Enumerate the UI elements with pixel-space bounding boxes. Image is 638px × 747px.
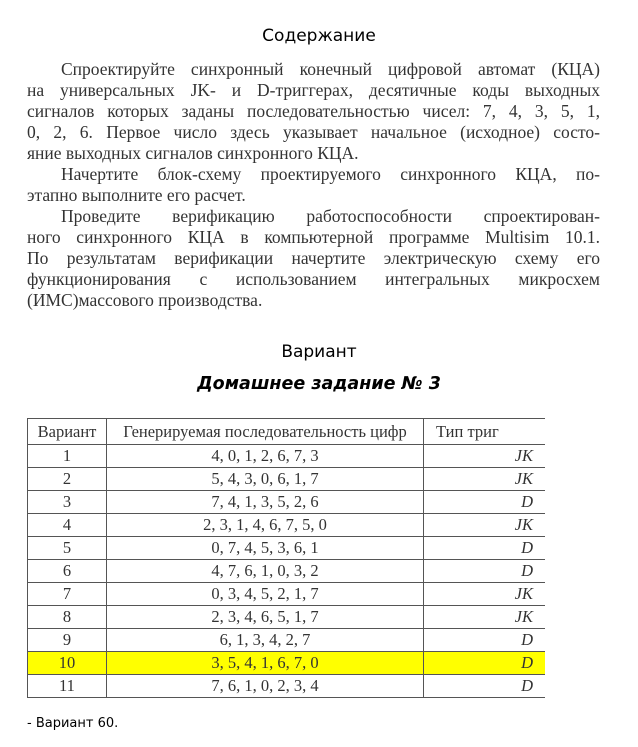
variant-cell: 5 (27, 536, 107, 560)
variant-cell: 9 (27, 628, 107, 652)
text-line: Проведите верификацию работоспособности … (61, 206, 600, 226)
sequence-cell: 5, 4, 3, 0, 6, 1, 7 (106, 467, 424, 491)
text-line: функционирования с использованием интегр… (27, 269, 600, 289)
homework-heading: Домашнее задание № 3 (197, 374, 441, 394)
trigger-type-cell: D (423, 651, 545, 675)
sequence-cell: 3, 5, 4, 1, 6, 7, 0 (106, 651, 424, 675)
trigger-type-cell: JK (423, 582, 545, 606)
sequence-cell: 0, 7, 4, 5, 3, 6, 1 (106, 536, 424, 560)
text-line: сигналов которых заданы последовательнос… (27, 101, 600, 121)
sequence-cell: 2, 3, 1, 4, 6, 7, 5, 0 (106, 513, 424, 537)
sequence-cell: 7, 6, 1, 0, 2, 3, 4 (106, 674, 424, 698)
sequence-cell: 0, 3, 4, 5, 2, 1, 7 (106, 582, 424, 606)
sequence-cell: 2, 3, 4, 6, 5, 1, 7 (106, 605, 424, 629)
text-line: Начертите блок-схему проектируемого синх… (61, 164, 600, 184)
column-header: Тип триг (423, 418, 545, 445)
trigger-type-cell: D (423, 536, 545, 560)
trigger-type-cell: D (423, 559, 545, 583)
sequence-cell: 7, 4, 1, 3, 5, 2, 6 (106, 490, 424, 514)
variant-cell: 4 (27, 513, 107, 537)
sequence-cell: 6, 1, 3, 4, 2, 7 (106, 628, 424, 652)
variant-cell: 7 (27, 582, 107, 606)
text-line: этапно выполните его расчет. (27, 185, 246, 205)
sequence-cell: 4, 7, 6, 1, 0, 3, 2 (106, 559, 424, 583)
variant-cell: 3 (27, 490, 107, 514)
text-line: 0, 2, 6. Первое число здесь указывает на… (27, 122, 600, 142)
variant-cell: 10 (27, 651, 107, 675)
text-line: Спроектируйте синхронный конечный цифров… (61, 59, 600, 79)
table-header: Вариант Генерируемая последовательность … (27, 418, 545, 445)
text-line: (ИМС)массового производства. (27, 290, 263, 310)
trigger-type-cell: JK (423, 605, 545, 629)
text-line: на универсальных JK- и D-триггерах, деся… (27, 80, 600, 100)
text-line: яние выходных сигналов синхронного КЦА. (27, 143, 359, 163)
task-description: Спроектируйте синхронный конечный цифров… (27, 59, 600, 311)
table-row: 8 2, 3, 4, 6, 5, 1, 7 JK (27, 605, 545, 629)
variant-heading: Вариант (281, 342, 357, 362)
text-line: По результатам верификации начертите эле… (27, 248, 600, 268)
table-row: 1 4, 0, 1, 2, 6, 7, 3 JK (27, 444, 545, 468)
trigger-type-cell: JK (423, 513, 545, 537)
trigger-type-cell: D (423, 628, 545, 652)
table-row: 2 5, 4, 3, 0, 6, 1, 7 JK (27, 467, 545, 491)
table-row: 7 0, 3, 4, 5, 2, 1, 7 JK (27, 582, 545, 606)
trigger-type-cell: D (423, 490, 545, 514)
column-header: Вариант (27, 418, 107, 445)
footnote: - Вариант 60. (27, 716, 119, 731)
trigger-type-cell: JK (423, 467, 545, 491)
sequence-cell: 4, 0, 1, 2, 6, 7, 3 (106, 444, 424, 468)
table-row: 4 2, 3, 1, 4, 6, 7, 5, 0 JK (27, 513, 545, 537)
variant-cell: 6 (27, 559, 107, 583)
variant-cell: 1 (27, 444, 107, 468)
trigger-type-cell: JK (423, 444, 545, 468)
variants-table: Вариант Генерируемая последовательность … (27, 418, 545, 698)
variant-cell: 11 (27, 674, 107, 698)
text-line: ного синхронного КЦА в компьютерной прог… (27, 227, 600, 247)
page-title: Содержание (262, 26, 376, 46)
trigger-type-cell: D (423, 674, 545, 698)
column-header: Генерируемая последовательность цифр (106, 418, 424, 445)
variant-cell: 2 (27, 467, 107, 491)
variant-cell: 8 (27, 605, 107, 629)
